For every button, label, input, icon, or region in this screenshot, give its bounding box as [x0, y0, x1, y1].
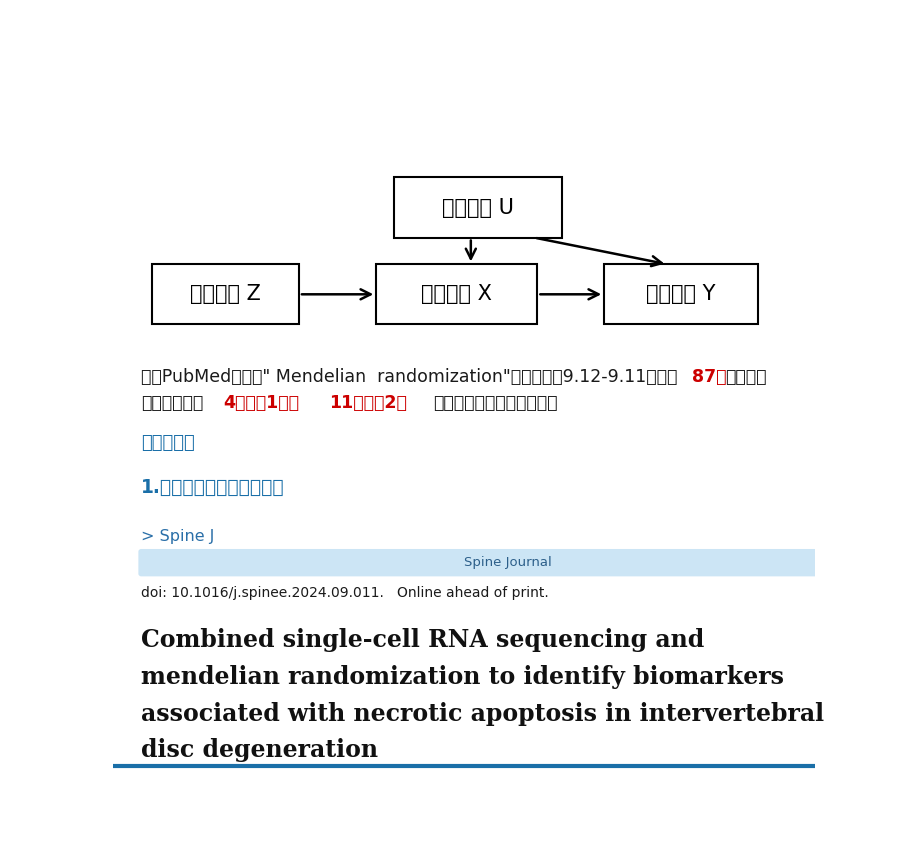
- Text: 文章，部分文章介绍如下。: 文章，部分文章介绍如下。: [433, 394, 557, 413]
- FancyBboxPatch shape: [138, 549, 878, 577]
- Text: > Spine J: > Spine J: [141, 529, 214, 544]
- Text: mendelian randomization to identify biomarkers: mendelian randomization to identify biom…: [141, 665, 784, 688]
- Text: doi: 10.1016/j.spinee.2024.09.011.   Online ahead of print.: doi: 10.1016/j.spinee.2024.09.011. Onlin…: [141, 586, 549, 600]
- FancyBboxPatch shape: [605, 264, 758, 324]
- FancyBboxPatch shape: [878, 549, 905, 577]
- Text: Spine Journal: Spine Journal: [464, 556, 552, 569]
- Text: 1.中国学者文章介绍（一）: 1.中国学者文章介绍（一）: [141, 478, 285, 497]
- FancyBboxPatch shape: [376, 264, 538, 324]
- FancyBboxPatch shape: [152, 264, 299, 324]
- Text: 相关主题: 相关主题: [726, 368, 767, 386]
- Text: associated with necrotic apoptosis in intervertebral: associated with necrotic apoptosis in in…: [141, 701, 824, 726]
- Text: 11篇医学2区: 11篇医学2区: [329, 394, 407, 413]
- Text: 4篇医学1区，: 4篇医学1区，: [224, 394, 300, 413]
- Text: 结局变量 Y: 结局变量 Y: [646, 284, 716, 304]
- Text: 暴露因素 X: 暴露因素 X: [422, 284, 492, 304]
- Text: 工具变量 Z: 工具变量 Z: [190, 284, 261, 304]
- Text: 论文，其中共: 论文，其中共: [141, 394, 204, 413]
- Text: 通过PubMed数据库" Mendelian  randomization"检索发现，9.12-9.11共发表: 通过PubMed数据库" Mendelian randomization"检索发…: [141, 368, 678, 386]
- Text: 混杂因素 U: 混杂因素 U: [442, 198, 514, 218]
- Text: 87篇: 87篇: [692, 368, 727, 386]
- Text: disc degeneration: disc degeneration: [141, 739, 378, 762]
- FancyBboxPatch shape: [394, 178, 562, 238]
- Text: Combined single-cell RNA sequencing and: Combined single-cell RNA sequencing and: [141, 628, 704, 652]
- Text: 中国学者：: 中国学者：: [141, 434, 195, 453]
